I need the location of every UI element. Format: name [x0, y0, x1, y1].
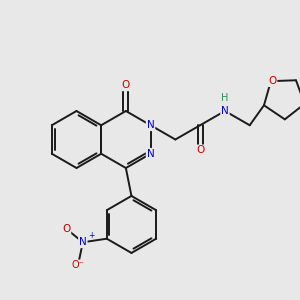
Text: N: N [79, 237, 87, 247]
Text: O: O [62, 224, 70, 234]
Text: O: O [268, 76, 277, 86]
Text: N: N [221, 106, 229, 116]
Text: H: H [221, 93, 229, 103]
Text: N: N [147, 149, 154, 159]
Text: +: + [88, 231, 94, 240]
Text: N: N [147, 120, 154, 130]
Text: O: O [196, 145, 204, 155]
Text: O⁻: O⁻ [72, 260, 85, 270]
Text: O: O [122, 80, 130, 90]
